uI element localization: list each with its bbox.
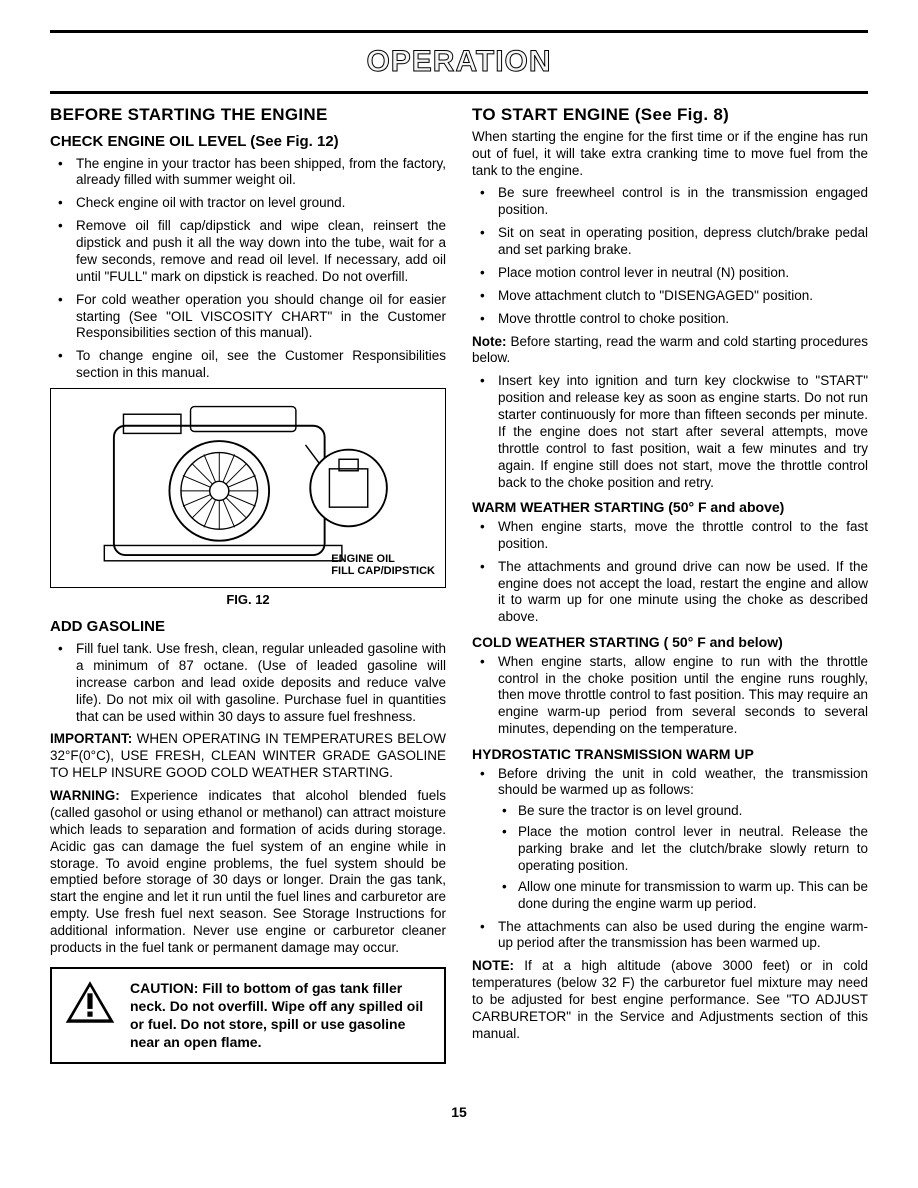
hydro-sub-bullet: Be sure the tractor is on level ground. (498, 803, 868, 820)
caution-text: CAUTION: Fill to bottom of gas tank fill… (130, 979, 432, 1052)
insert-key-list: Insert key into ignition and turn key cl… (472, 373, 868, 491)
hydro-sub-bullet: Allow one minute for transmission to war… (498, 879, 868, 913)
to-start-engine-heading: TO START ENGINE (See Fig. 8) (472, 104, 868, 125)
engine-figure: ENGINE OIL FILL CAP/DIPSTICK (50, 388, 446, 588)
engine-diagram-svg (59, 397, 437, 579)
hydro-list: Before driving the unit in cold weather,… (472, 766, 868, 953)
gasoline-bullet: Fill fuel tank. Use fresh, clean, regula… (50, 641, 446, 725)
cold-weather-heading: COLD WEATHER STARTING ( 50° F and below) (472, 634, 868, 652)
oil-bullet: The engine in your tractor has been ship… (50, 156, 446, 190)
oil-bullet: For cold weather operation you should ch… (50, 292, 446, 343)
warm-bullet: When engine starts, move the throttle co… (472, 519, 868, 553)
start-bullet-list: Be sure freewheel control is in the tran… (472, 185, 868, 327)
insert-key-bullet: Insert key into ignition and turn key cl… (472, 373, 868, 491)
hydro-sub-bullet: Place the motion control lever in neutra… (498, 824, 868, 875)
oil-bullet: To change engine oil, see the Customer R… (50, 348, 446, 382)
hydro-intro-text: Before driving the unit in cold weather,… (498, 766, 868, 798)
caution-icon (64, 979, 116, 1030)
fig-label-line1: ENGINE OIL (331, 553, 395, 565)
warm-bullet: The attachments and ground drive can now… (472, 559, 868, 627)
start-bullet: Move throttle control to choke position. (472, 311, 868, 328)
note-before-starting: Note: Note: Before starting, read the wa… (472, 334, 868, 368)
hydro-sub-list: Be sure the tractor is on level ground. … (498, 803, 868, 912)
oil-bullet: Check engine oil with tractor on level g… (50, 195, 446, 212)
important-paragraph: IMPORTANT: IMPORTANT: WHEN OPERATING IN … (50, 731, 446, 782)
figure-caption: FIG. 12 (50, 592, 446, 608)
warm-bullet-list: When engine starts, move the throttle co… (472, 519, 868, 626)
check-oil-heading: CHECK ENGINE OIL LEVEL (See Fig. 12) (50, 133, 446, 152)
add-gasoline-heading: ADD GASOLINE (50, 618, 446, 637)
hydro-intro-bullet: Before driving the unit in cold weather,… (472, 766, 868, 913)
right-column: TO START ENGINE (See Fig. 8) When starti… (472, 104, 868, 1064)
hydro-attach-bullet: The attachments can also be used during … (472, 919, 868, 953)
header-rule-top (50, 30, 868, 33)
cold-bullet: When engine starts, allow engine to run … (472, 654, 868, 738)
warm-weather-heading: WARM WEATHER STARTING (50° F and above) (472, 499, 868, 517)
caution-box: CAUTION: Fill to bottom of gas tank fill… (50, 967, 446, 1064)
figure-label: ENGINE OIL FILL CAP/DIPSTICK (331, 553, 435, 577)
gasoline-bullet-list: Fill fuel tank. Use fresh, clean, regula… (50, 641, 446, 725)
page-number: 15 (50, 1104, 868, 1122)
start-intro: When starting the engine for the first t… (472, 129, 868, 180)
header-rule-bottom (50, 91, 868, 94)
altitude-note: NOTE: NOTE: If at a high altitude (above… (472, 958, 868, 1042)
content-columns: BEFORE STARTING THE ENGINE CHECK ENGINE … (50, 104, 868, 1064)
start-bullet: Move attachment clutch to "DISENGAGED" p… (472, 288, 868, 305)
before-starting-heading: BEFORE STARTING THE ENGINE (50, 104, 446, 125)
fig-label-line2: FILL CAP/DIPSTICK (331, 565, 435, 577)
hydro-heading: HYDROSTATIC TRANSMISSION WARM UP (472, 746, 868, 764)
start-bullet: Place motion control lever in neutral (N… (472, 265, 868, 282)
oil-bullet: Remove oil fill cap/dipstick and wipe cl… (50, 218, 446, 286)
start-bullet: Be sure freewheel control is in the tran… (472, 185, 868, 219)
warning-paragraph: WARNING: WARNING: Experience indicates t… (50, 788, 446, 957)
left-column: BEFORE STARTING THE ENGINE CHECK ENGINE … (50, 104, 446, 1064)
oil-bullet-list: The engine in your tractor has been ship… (50, 156, 446, 383)
page-title: OPERATION (50, 37, 868, 87)
cold-bullet-list: When engine starts, allow engine to run … (472, 654, 868, 738)
start-bullet: Sit on seat in operating position, depre… (472, 225, 868, 259)
